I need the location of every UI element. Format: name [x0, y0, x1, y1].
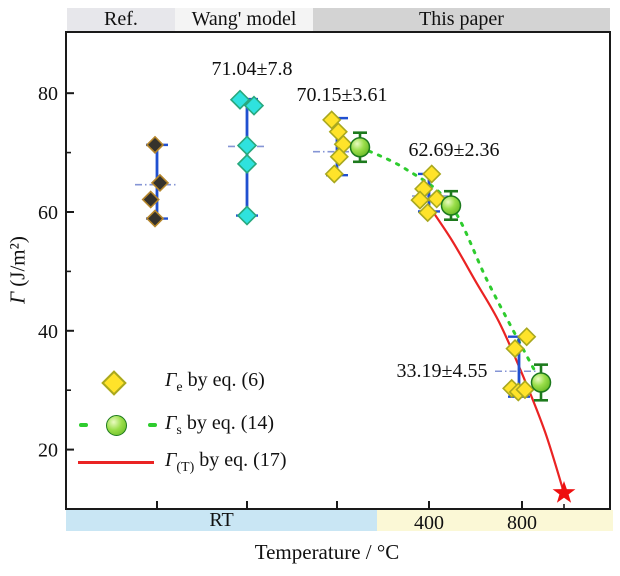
melting-point-star	[552, 481, 576, 503]
header-band-wang-model-label: Wang' model	[191, 8, 297, 30]
svg-text:20: 20	[38, 440, 58, 462]
legend-item-gamma-t: Γ(T) by eq. (17)	[78, 447, 286, 477]
rt-label: RT	[209, 509, 234, 531]
group-this-paper-400-c	[410, 164, 462, 223]
header-band-ref: Ref.	[67, 8, 175, 31]
annotation-rt-mean: 70.15±3.61	[296, 84, 388, 106]
legend-label-gamma-e: Γe by eq. (6)	[165, 368, 265, 395]
legend-item-gamma-s: Γs by eq. (14)	[78, 410, 274, 440]
group-ref-	[135, 135, 178, 228]
header-band-this-paper: This paper	[313, 8, 610, 31]
y-axis-label: Γ (J/m²)	[6, 236, 31, 304]
legend-item-gamma-e: Γe by eq. (6)	[78, 367, 265, 397]
svg-text:800: 800	[507, 512, 537, 534]
legend-label-gamma-t: Γ(T) by eq. (17)	[165, 448, 287, 475]
series-gamma-t-line	[428, 205, 566, 494]
group-this-paper-800-c	[495, 327, 552, 402]
header-band-this-paper-label: This paper	[419, 8, 504, 30]
green-sphere-dotted-line-icon	[78, 410, 165, 440]
svg-text:60: 60	[38, 202, 58, 224]
annotation-wang-mean: 71.04±7.8	[211, 58, 293, 80]
yellow-diamond-icon	[78, 367, 165, 397]
x-band-temperature	[377, 510, 613, 531]
x-axis-label: Temperature / °C	[254, 540, 400, 564]
legend-label-gamma-s: Γs by eq. (14)	[165, 411, 275, 438]
series-gamma-s-line	[358, 145, 543, 384]
group-wang-model	[228, 89, 266, 226]
svg-text:400: 400	[414, 512, 444, 534]
annotation-800c-mean: 33.19±4.55	[396, 360, 488, 382]
x-axis-ticks: 400 800	[156, 501, 565, 534]
y-axis-unit: (J/m²)	[5, 236, 30, 292]
header-band-wang-model: Wang' model	[175, 8, 313, 31]
y-axis-ticks: 20 40 60 80	[38, 83, 74, 462]
group-this-paper-rt	[313, 110, 371, 184]
svg-text:80: 80	[38, 83, 58, 105]
annotation-400c-mean: 62.69±2.36	[408, 139, 500, 161]
svg-text:40: 40	[38, 321, 58, 343]
x-band-rt: RT	[66, 509, 377, 531]
red-line-icon	[78, 447, 165, 477]
gamma-symbol: Γ	[5, 291, 30, 304]
header-band-ref-label: Ref.	[104, 8, 138, 30]
